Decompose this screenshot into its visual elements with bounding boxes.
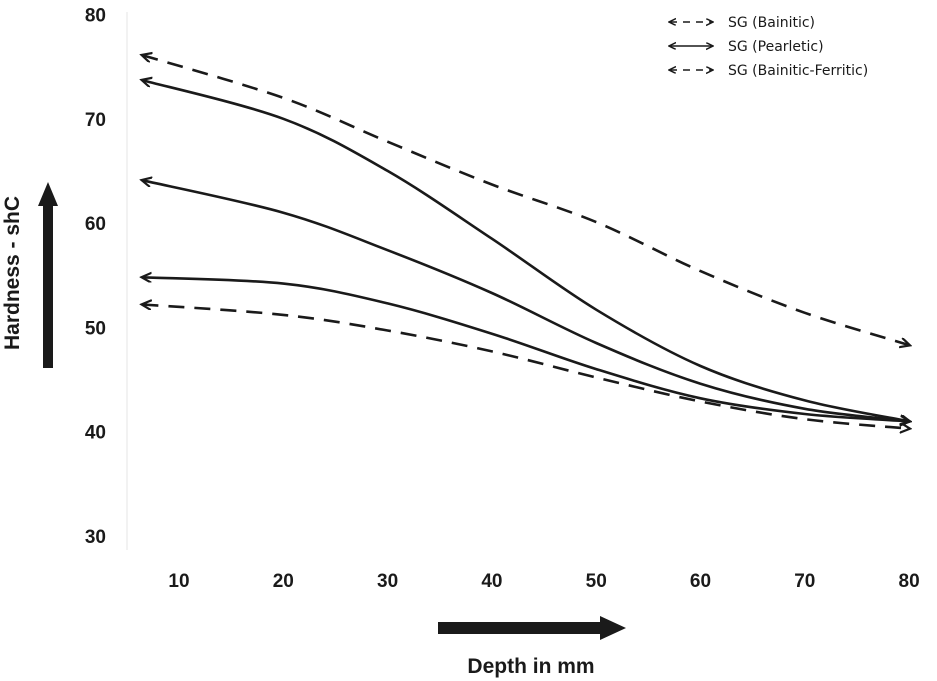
legend-entry: SG (Pearletic) xyxy=(728,39,824,55)
x-tick-label: 80 xyxy=(899,571,920,592)
legend: SG (Bainitic) SG (Pearletic) SG (Bainitic-… xyxy=(670,15,868,79)
series-line-4 xyxy=(143,277,910,421)
x-tick-label: 70 xyxy=(794,571,815,592)
x-tick-labels: 10 20 30 40 50 60 70 80 xyxy=(168,571,919,592)
y-tick-label: 40 xyxy=(85,423,106,444)
x-tick-label: 40 xyxy=(481,571,502,592)
x-tick-label: 30 xyxy=(377,571,398,592)
x-axis-title: Depth in mm xyxy=(467,655,594,678)
series-line-1 xyxy=(143,55,910,345)
legend-entry: SG (Bainitic-Ferritic) xyxy=(728,63,868,79)
y-tick-label: 60 xyxy=(85,214,106,235)
y-axis-arrow-icon xyxy=(38,182,58,368)
x-axis-arrow-icon xyxy=(438,616,626,640)
x-tick-label: 60 xyxy=(690,571,711,592)
y-tick-label: 80 xyxy=(85,6,106,27)
y-axis-title: Hardness - shC xyxy=(1,196,24,350)
x-tick-label: 20 xyxy=(273,571,294,592)
y-tick-label: 30 xyxy=(85,527,106,548)
series-line-3 xyxy=(143,180,910,421)
x-tick-label: 50 xyxy=(586,571,607,592)
y-tick-label: 50 xyxy=(85,318,106,339)
series-line-5 xyxy=(143,305,910,429)
series-line-2 xyxy=(143,80,910,421)
y-tick-label: 70 xyxy=(85,110,106,131)
x-tick-label: 10 xyxy=(168,571,189,592)
series-layer xyxy=(143,55,910,428)
legend-entry: SG (Bainitic) xyxy=(728,15,815,31)
y-tick-labels: 30 40 50 60 70 80 xyxy=(85,6,106,549)
